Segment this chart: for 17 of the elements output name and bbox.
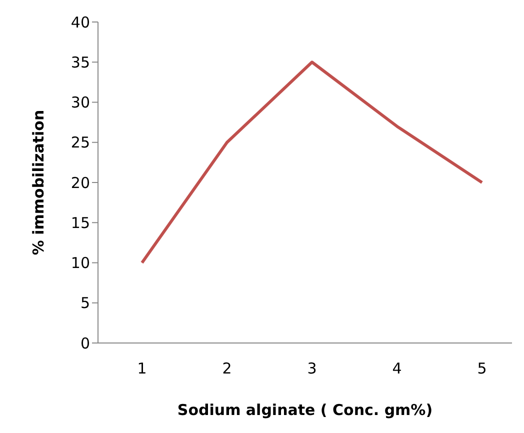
- x-tick-label: 3: [307, 360, 317, 378]
- y-tick-label: 35: [70, 53, 90, 72]
- y-tick-label: 0: [80, 334, 90, 352]
- x-tick-label: 1: [137, 360, 147, 378]
- y-tick-label: 10: [70, 254, 90, 272]
- x-tick-label: 5: [477, 360, 487, 378]
- y-axis-title: % immobilization: [29, 110, 48, 256]
- y-tick-label: 40: [70, 13, 90, 32]
- x-tick-label: 2: [222, 360, 232, 378]
- y-tick-label: 5: [80, 294, 90, 312]
- y-tick-label: 20: [70, 174, 90, 192]
- y-tick-label: 25: [70, 134, 90, 152]
- line-series: [140, 60, 484, 264]
- y-tick-label: 15: [70, 214, 90, 232]
- x-tick-label: 4: [392, 360, 402, 378]
- x-axis-title: Sodium alginate ( Conc. gm%): [177, 401, 433, 419]
- y-tick-label: 30: [70, 94, 90, 112]
